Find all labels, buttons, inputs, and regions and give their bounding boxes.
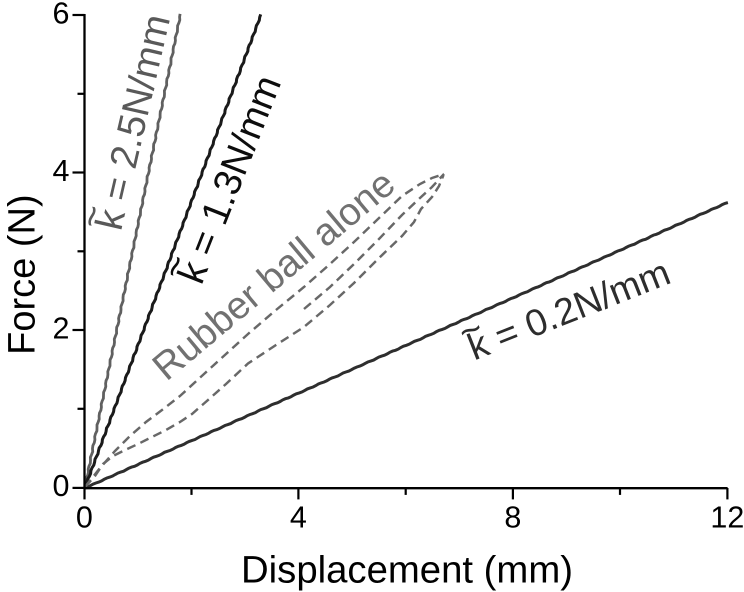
svg-text:12: 12	[710, 500, 744, 534]
svg-text:8: 8	[504, 500, 521, 534]
svg-text:Displacement (mm): Displacement (mm)	[241, 549, 573, 592]
svg-text:6: 6	[53, 0, 70, 31]
svg-text:4: 4	[290, 500, 307, 534]
svg-text:0: 0	[53, 469, 70, 503]
svg-text:0: 0	[76, 500, 93, 534]
svg-text:4: 4	[53, 154, 70, 188]
svg-text:Force (N): Force (N)	[2, 194, 44, 354]
svg-text:2: 2	[53, 312, 70, 346]
